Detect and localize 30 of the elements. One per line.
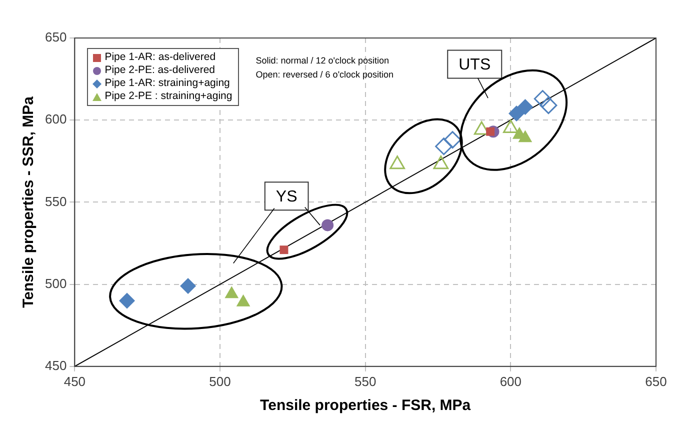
point [280,246,288,254]
annotation: YS [276,188,298,206]
x-tick-label: 600 [500,374,522,389]
annotation: UTS [458,56,491,74]
legend-label: Pipe 2-PE : straining+aging [104,90,232,103]
point [444,131,462,149]
annotation: Open: reversed / 6 o'clock position [256,70,394,80]
y-tick-label: 450 [44,358,67,373]
legend-label: Pipe 1-AR: straining+aging [104,77,230,90]
point [534,90,552,108]
point [540,96,558,114]
x-tick-label: 550 [354,374,376,389]
annotation: Solid: normal / 12 o'clock position [256,55,390,66]
y-tick-label: 600 [44,112,67,127]
y-axis-title: Tensile properties - SSR, MPa [20,96,38,308]
y-tick-label: 500 [44,276,67,291]
point [435,138,453,156]
point [180,278,196,294]
legend-label: Pipe 2-PE: as-delivered [104,64,215,77]
point [508,106,524,122]
x-tick-label: 500 [209,374,231,389]
point [119,292,136,309]
y-tick-label: 650 [44,30,67,45]
x-axis-title: Tensile properties - FSR, MPa [260,397,472,414]
point [517,98,534,115]
legend-label: Pipe 1-AR: as-delivered [104,51,216,64]
x-tick-label: 650 [645,374,667,389]
point [322,219,334,232]
x-tick-label: 450 [64,374,86,389]
y-tick-label: 550 [44,194,67,209]
